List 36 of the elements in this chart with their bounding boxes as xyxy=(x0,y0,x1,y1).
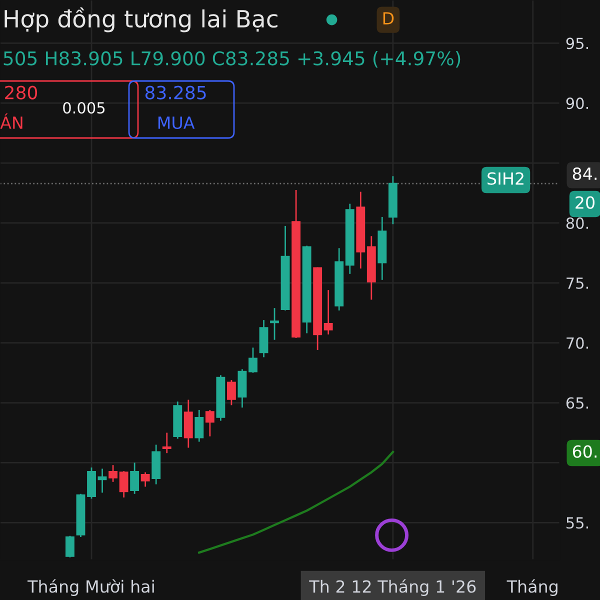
candlestick xyxy=(226,379,236,406)
x-tick-label: Tháng Mười hai xyxy=(28,579,154,596)
text: 60. xyxy=(572,445,596,458)
x-tick-label: Tháng xyxy=(506,579,558,596)
candlestick xyxy=(194,409,204,442)
y-tick-label: 70. xyxy=(566,337,588,349)
x-tick-label: Th 2 12 Tháng 1 '26 xyxy=(309,579,476,596)
text: 280 xyxy=(5,86,38,100)
candlestick xyxy=(108,464,118,483)
candlestick xyxy=(270,307,279,341)
candlestick xyxy=(119,470,128,498)
candlestick xyxy=(324,289,333,336)
annotation: 0.005 xyxy=(63,102,105,114)
annotation: MUA xyxy=(158,116,195,130)
candlestick xyxy=(130,462,140,495)
annotation: 83.285 xyxy=(145,86,206,100)
line-series xyxy=(198,450,394,554)
y-tick-label: 80. xyxy=(566,217,588,229)
candlestick xyxy=(98,468,107,494)
y-tick-label: 95. xyxy=(566,38,588,50)
text: 505 H83.905 L79.900 C83.285 +3.945 (+4.97%) xyxy=(4,50,460,68)
y-tick-label: 75. xyxy=(566,278,588,289)
y-tick-label: 55. xyxy=(566,517,588,529)
chart-title: Hợp đồng tương lai Bạc xyxy=(4,7,278,32)
y-tick-label: 65. xyxy=(566,397,588,409)
candlestick xyxy=(205,409,214,438)
text: ÁN xyxy=(0,113,22,129)
y-tick-label: 90. xyxy=(566,98,588,110)
annotation: SIH2 xyxy=(488,172,524,185)
candlestick xyxy=(162,432,172,454)
text: 20 xyxy=(576,196,594,209)
text: 84. xyxy=(572,167,596,180)
candlestick xyxy=(140,472,150,488)
annotation: D xyxy=(383,12,394,24)
candlestick xyxy=(66,535,74,558)
candlestick xyxy=(248,346,258,374)
